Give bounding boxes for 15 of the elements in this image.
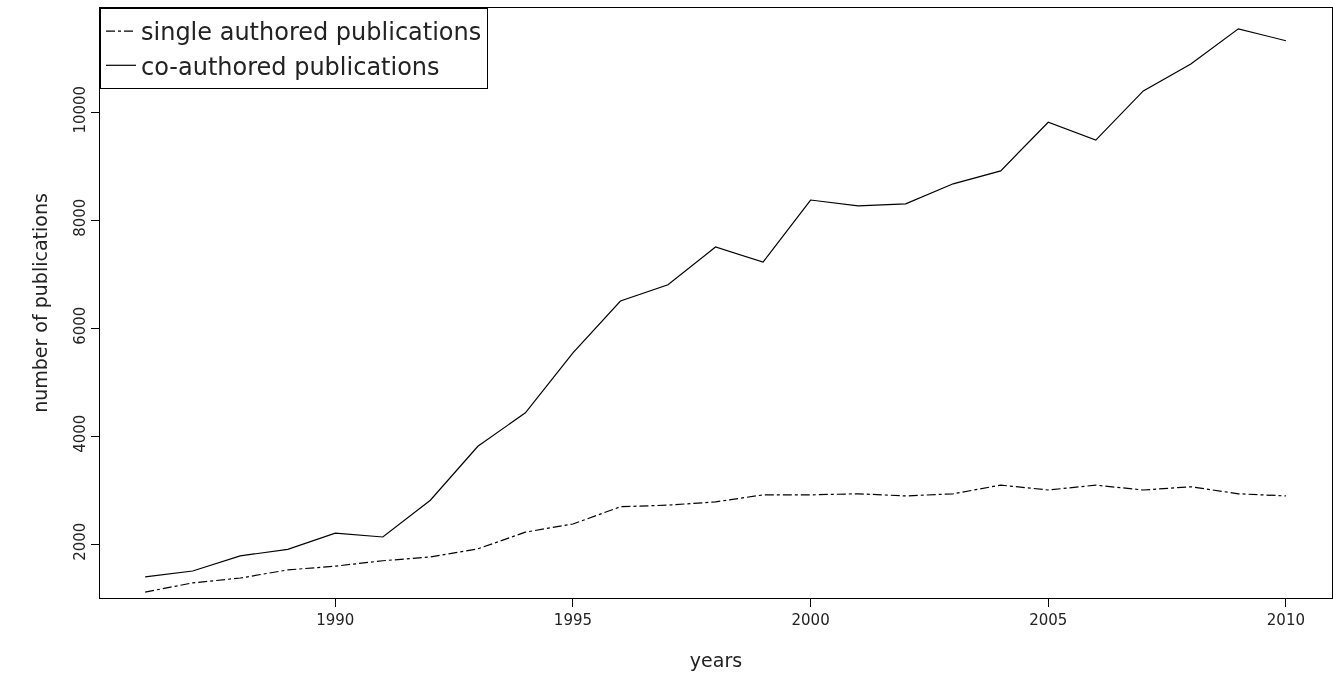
legend-label: single authored publications — [141, 18, 482, 47]
x-axis-title: years — [689, 648, 743, 671]
y-tick-label: 10000 — [71, 85, 89, 134]
y-tick-label: 2000 — [71, 522, 89, 561]
y-tick-label: 8000 — [71, 198, 89, 237]
y-axis-title: number of publications — [28, 193, 51, 413]
legend-label: co-authored publications — [141, 52, 440, 81]
y-tick-label: 6000 — [71, 306, 89, 345]
x-tick-label: 2000 — [791, 611, 830, 629]
x-tick-label: 2005 — [1029, 611, 1068, 629]
x-tick-label: 2010 — [1266, 611, 1305, 629]
x-tick-label: 1995 — [553, 611, 593, 629]
line-series — [144, 484, 1287, 593]
x-tick-label: 1990 — [316, 611, 355, 629]
y-tick-label: 4000 — [71, 414, 89, 453]
